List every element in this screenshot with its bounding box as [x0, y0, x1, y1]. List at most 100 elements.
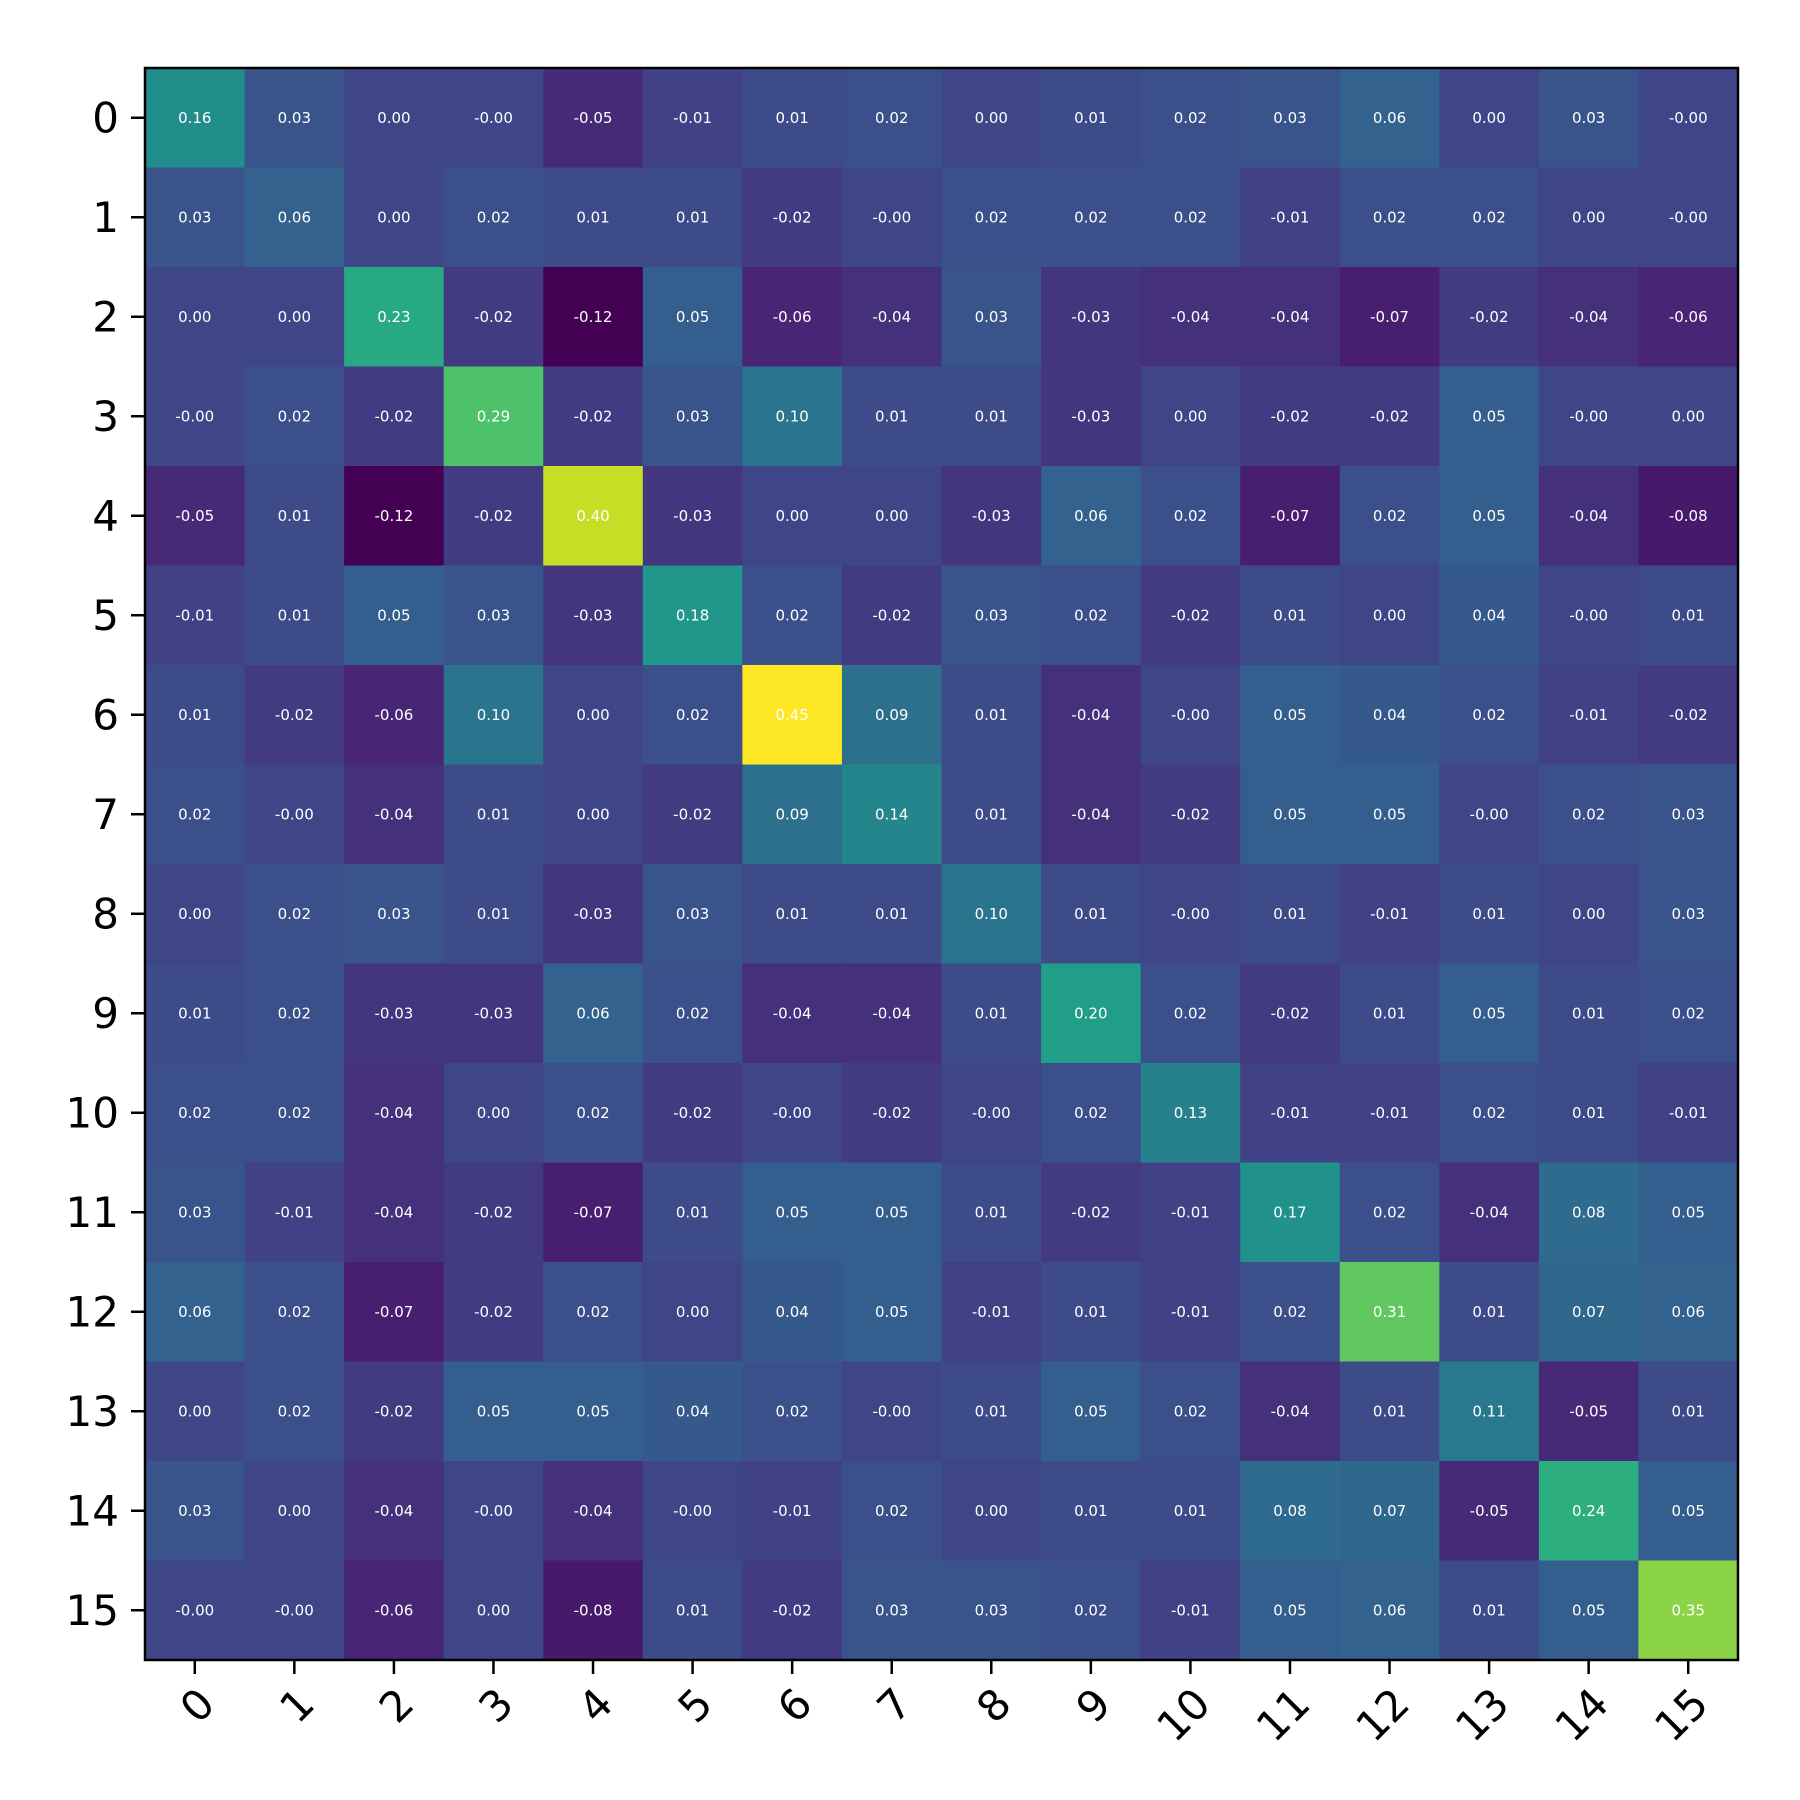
- heatmap-cell: [1240, 1361, 1341, 1462]
- heatmap-cell: [1140, 267, 1241, 368]
- cell-value-label: 0.01: [1472, 1601, 1505, 1619]
- cell-value-label: -0.12: [574, 308, 613, 326]
- cell-value-label: -0.02: [474, 308, 513, 326]
- cell-value-label: 0.01: [278, 606, 311, 624]
- x-tick-label: 13: [1446, 1679, 1518, 1751]
- cell-value-label: 0.05: [576, 1402, 609, 1420]
- heatmap-cell: [742, 466, 843, 567]
- cell-value-label: 0.03: [975, 308, 1008, 326]
- heatmap-cell: [244, 665, 345, 766]
- heatmap-cell: [344, 466, 445, 567]
- heatmap-cell: [543, 1361, 644, 1462]
- heatmap-cell: [344, 366, 445, 467]
- cell-value-label: -0.02: [773, 1601, 812, 1619]
- heatmap-cell: [1140, 963, 1241, 1064]
- cell-value-label: 0.03: [1672, 805, 1705, 823]
- cell-value-label: -0.00: [175, 407, 214, 425]
- cell-value-label: 0.06: [1672, 1303, 1705, 1321]
- heatmap-cell: [1439, 68, 1540, 169]
- cell-value-label: -0.07: [1370, 308, 1409, 326]
- cell-value-label: -0.01: [1370, 1104, 1409, 1122]
- cell-value-label: -0.01: [673, 109, 712, 127]
- cell-value-label: 0.09: [875, 706, 908, 724]
- heatmap-cell: [941, 1063, 1042, 1164]
- cell-value-label: 0.05: [875, 1303, 908, 1321]
- heatmap-cell: [1339, 466, 1440, 567]
- heatmap-cell: [1041, 267, 1142, 368]
- heatmap-cell: [1638, 1262, 1739, 1363]
- cell-value-label: 0.05: [1672, 1502, 1705, 1520]
- heatmap-cell: [1140, 565, 1241, 666]
- cell-value-label: 0.01: [975, 1402, 1008, 1420]
- cell-value-label: -0.05: [574, 109, 613, 127]
- cell-value-label: -0.02: [1071, 1203, 1110, 1221]
- heatmap-cell: [1041, 1560, 1142, 1661]
- y-tick-label: 8: [92, 889, 119, 938]
- heatmap-cell: [1339, 167, 1440, 268]
- cell-value-label: -0.02: [474, 507, 513, 525]
- heatmap-cell: [841, 466, 943, 567]
- heatmap-cell: [642, 565, 743, 666]
- heatmap-cell: [642, 1560, 743, 1661]
- cell-value-label: -0.02: [773, 208, 812, 226]
- cell-value-label: 0.00: [775, 507, 808, 525]
- heatmap-cell: [1538, 366, 1640, 467]
- y-tick-label: 4: [92, 491, 119, 540]
- heatmap-cell: [1240, 267, 1341, 368]
- cell-value-label: -0.04: [1470, 1203, 1509, 1221]
- heatmap-cell: [244, 764, 345, 865]
- heatmap-cell: [145, 864, 246, 965]
- heatmap-cell: [1041, 665, 1142, 766]
- heatmap-cell: [1339, 267, 1440, 368]
- cell-value-label: 0.02: [278, 1402, 311, 1420]
- cell-value-label: -0.04: [1569, 507, 1608, 525]
- x-tick-label: 9: [1067, 1679, 1121, 1733]
- cell-value-label: 0.16: [178, 109, 211, 127]
- cell-value-label: -0.06: [375, 1601, 414, 1619]
- cell-value-label: -0.12: [375, 507, 414, 525]
- y-tick-label: 6: [92, 690, 119, 739]
- cell-value-label: -0.03: [1071, 308, 1110, 326]
- x-tick-label: 12: [1346, 1679, 1418, 1751]
- heatmap-cell: [742, 764, 843, 865]
- cell-value-label: -0.01: [1171, 1601, 1210, 1619]
- cell-value-label: -0.03: [574, 606, 613, 624]
- heatmap-cell: [1638, 1361, 1739, 1462]
- heatmap-cell: [841, 764, 943, 865]
- cell-value-label: 0.05: [1472, 1004, 1505, 1022]
- cell-value-label: 0.01: [676, 208, 709, 226]
- heatmap-cell: [1638, 167, 1739, 268]
- cell-value-label: -0.04: [1569, 308, 1608, 326]
- cell-value-label: 0.02: [1174, 1402, 1207, 1420]
- x-tick-label: 11: [1247, 1679, 1319, 1751]
- cell-value-label: 0.01: [1672, 606, 1705, 624]
- heatmap-cell: [443, 267, 544, 368]
- cell-value-label: 0.00: [278, 308, 311, 326]
- cell-value-label: -0.02: [1271, 407, 1310, 425]
- heatmap-cell: [1140, 1560, 1241, 1661]
- heatmap-cell: [543, 1461, 644, 1562]
- heatmap-cell: [543, 963, 644, 1064]
- heatmap-cell: [1439, 1560, 1540, 1661]
- heatmap-cell: [1538, 167, 1640, 268]
- heatmap-cell: [941, 1361, 1042, 1462]
- cell-value-label: -0.07: [375, 1303, 414, 1321]
- cell-value-label: 0.01: [1174, 1502, 1207, 1520]
- cell-value-label: 0.02: [1174, 109, 1207, 127]
- cell-value-label: 0.02: [1373, 507, 1406, 525]
- cell-value-label: 0.01: [975, 407, 1008, 425]
- cell-value-label: -0.01: [1171, 1303, 1210, 1321]
- heatmap-cell: [1041, 366, 1142, 467]
- y-tick-label: 9: [92, 989, 119, 1038]
- heatmap-cell: [344, 963, 445, 1064]
- cell-value-label: 0.01: [1373, 1004, 1406, 1022]
- heatmap-cell: [941, 1262, 1042, 1363]
- heatmap-cell: [941, 963, 1042, 1064]
- heatmap-cell: [642, 864, 743, 965]
- cell-value-label: 0.04: [775, 1303, 808, 1321]
- heatmap-cell: [742, 1361, 843, 1462]
- heatmap-cell: [443, 665, 544, 766]
- cell-value-label: 0.01: [1273, 905, 1306, 923]
- cell-value-label: 0.45: [775, 706, 808, 724]
- cell-value-label: -0.01: [1370, 905, 1409, 923]
